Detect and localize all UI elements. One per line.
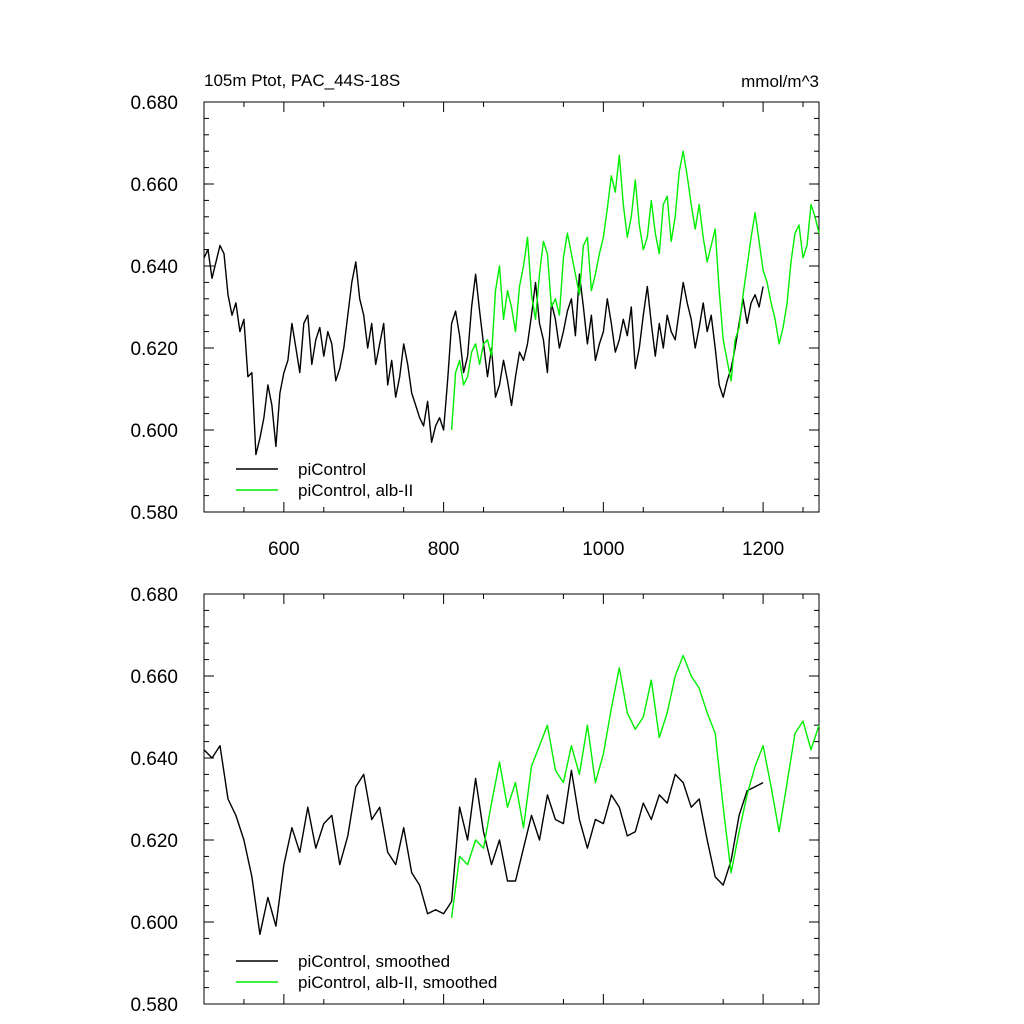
top-series-lines: [203, 150, 820, 456]
series-line-picontrol-smoothed: [203, 745, 764, 935]
top-x-ticks: 600 800 1000 1200: [243, 102, 804, 560]
x-tick-label: 600: [268, 539, 300, 560]
x-tick-label: 1200: [742, 539, 784, 560]
legend-label-piControl: piControl: [298, 460, 366, 479]
top-y-ticks: 0.580 0.600 0.620 0.640 0.660 0.680: [130, 93, 819, 524]
y-tick-label: 0.640: [130, 257, 178, 278]
y-tick-label: 0.600: [130, 421, 178, 442]
y-tick-label: 0.620: [130, 831, 178, 852]
x-tick-label: 1000: [582, 539, 624, 560]
y-tick-label: 0.600: [130, 913, 178, 934]
y-tick-label: 0.660: [130, 175, 178, 196]
legend-label-piControl-smoothed: piControl, smoothed: [298, 952, 450, 971]
y-tick-label: 0.580: [130, 995, 178, 1016]
series-line-picontrol-alb-ii-smoothed: [450, 654, 820, 918]
top-panel: 0.580 0.600 0.620 0.640 0.660 0.680 600 800 100…: [130, 71, 820, 560]
bottom-plot-frame: [203, 593, 820, 1005]
series-line-picontrol-alb-ii: [450, 150, 820, 431]
bottom-panel: 0.580 0.600 0.620 0.640 0.660 0.680 piControl…: [130, 585, 820, 1016]
y-tick-label: 0.580: [130, 503, 178, 524]
y-tick-label: 0.640: [130, 749, 178, 770]
legend-label-alb-II-smoothed: piControl, alb-II, smoothed: [298, 973, 497, 992]
top-plot-frame: [203, 101, 820, 513]
y-tick-label: 0.680: [130, 93, 178, 114]
series-line-picontrol: [203, 244, 764, 456]
bottom-y-ticks: 0.580 0.600 0.620 0.640 0.660 0.680: [130, 585, 819, 1016]
y-tick-label: 0.620: [130, 339, 178, 360]
y-tick-label: 0.660: [130, 667, 178, 688]
chart-title: 105m Ptot, PAC_44S-18S: [204, 71, 400, 90]
y-tick-label: 0.680: [130, 585, 178, 606]
top-legend: piControl piControl, alb-II: [236, 460, 413, 500]
bottom-x-ticks: [243, 594, 804, 1004]
bottom-legend: piControl, smoothed piControl, alb-II, s…: [236, 952, 497, 992]
units-label: mmol/m^3: [741, 72, 819, 91]
legend-label-alb-II: piControl, alb-II: [298, 481, 413, 500]
bottom-series-lines: [203, 654, 820, 935]
x-tick-label: 800: [428, 539, 460, 560]
